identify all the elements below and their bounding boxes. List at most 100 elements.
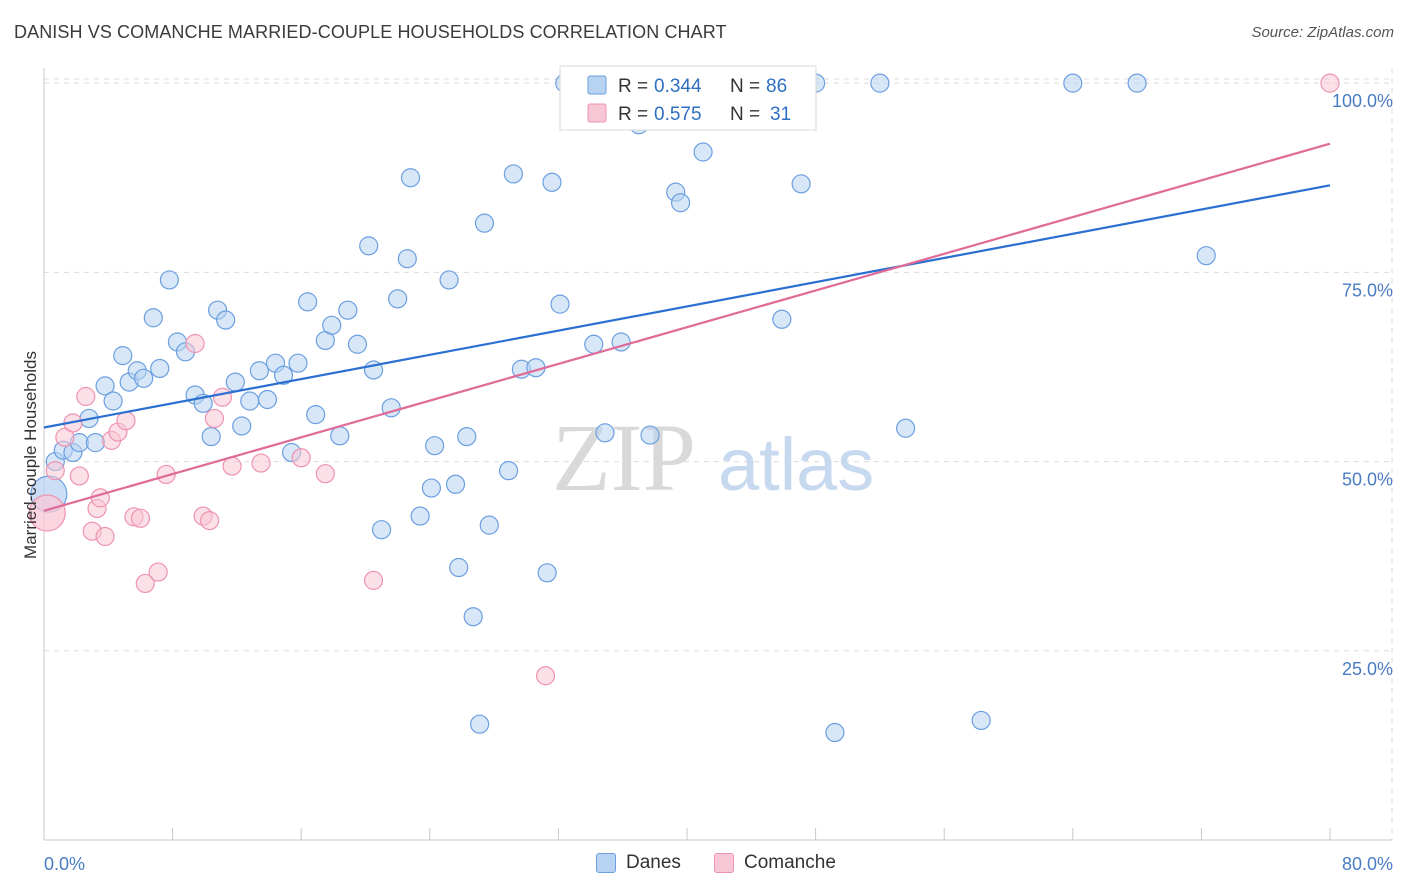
comanche-point[interactable] <box>199 511 220 531</box>
comanche-point[interactable] <box>535 666 556 686</box>
danes-point[interactable] <box>595 423 615 443</box>
danes-point[interactable] <box>1063 73 1083 93</box>
danes-point[interactable] <box>896 418 916 438</box>
danes-point[interactable] <box>273 365 294 385</box>
y-axis-label: Married-couple Households <box>21 351 40 559</box>
danes-point[interactable] <box>240 391 260 411</box>
danes-point[interactable] <box>542 172 562 192</box>
danes-point[interactable] <box>103 391 123 411</box>
comanche-point[interactable] <box>95 526 115 547</box>
y-tick-label: 25.0% <box>1342 659 1393 679</box>
comanche-point[interactable] <box>69 466 89 486</box>
comanche-point[interactable] <box>135 573 155 594</box>
comanche-swatch <box>714 853 734 873</box>
danes-point[interactable] <box>870 73 890 93</box>
danes-point[interactable] <box>550 294 570 314</box>
danes-point[interactable] <box>288 353 308 373</box>
danes-point[interactable] <box>670 193 691 213</box>
danes-point[interactable] <box>134 368 154 388</box>
danes-point[interactable] <box>772 309 792 329</box>
comanche-point[interactable] <box>130 508 151 528</box>
y-tick-label: 75.0% <box>1342 280 1393 300</box>
comanche-point[interactable] <box>363 570 384 590</box>
comanche-point[interactable] <box>212 387 233 407</box>
danes-point[interactable] <box>400 168 421 188</box>
legend-swatch-comanche <box>587 103 607 123</box>
y-tick-label: 50.0% <box>1342 470 1393 490</box>
danes-point[interactable] <box>150 358 170 379</box>
danes-point[interactable] <box>449 557 469 578</box>
danes-point[interactable] <box>503 164 523 184</box>
danes-point[interactable] <box>1127 73 1147 93</box>
x-tick-label: 80.0% <box>1342 854 1393 874</box>
danes-point[interactable] <box>791 174 811 194</box>
tick-labels: 25.0% 50.0% 75.0% 100.0% 0.0% 80.0% <box>44 91 1393 874</box>
comanche-point[interactable] <box>204 408 224 429</box>
legend-r-value-danes: 0.344 <box>654 76 702 97</box>
danes-point[interactable] <box>388 289 408 309</box>
danes-point[interactable] <box>397 249 417 269</box>
danes-point[interactable] <box>474 213 495 233</box>
watermark: ZIP atlas <box>552 404 874 511</box>
comanche-point[interactable] <box>1320 73 1340 93</box>
watermark-zip: ZIP <box>552 404 696 511</box>
comanche-point[interactable] <box>90 488 110 508</box>
danes-point[interactable] <box>463 607 483 627</box>
danes-point[interactable] <box>825 722 845 743</box>
danes-point[interactable] <box>971 710 991 731</box>
legend-n-label-comanche: N = <box>730 104 760 125</box>
danes-point[interactable] <box>498 461 519 481</box>
danes-point[interactable] <box>347 334 368 354</box>
danes-swatch <box>596 853 616 873</box>
danes-point[interactable] <box>470 714 490 734</box>
x-tick-label: 0.0% <box>44 854 85 874</box>
comanche-point[interactable] <box>291 448 311 468</box>
bottom-legend-comanche[interactable]: Comanche <box>714 852 836 874</box>
danes-point[interactable] <box>425 436 445 456</box>
danes-point[interactable] <box>216 310 236 330</box>
danes-point[interactable] <box>113 346 133 366</box>
comanche-point[interactable] <box>315 464 335 484</box>
comanche-point[interactable] <box>55 427 75 447</box>
danes-point[interactable] <box>584 334 604 354</box>
danes-point[interactable] <box>159 270 179 290</box>
danes-trend-line <box>43 184 1331 429</box>
danes-point[interactable] <box>457 426 477 447</box>
comanche-point[interactable] <box>76 386 96 407</box>
danes-point[interactable] <box>257 389 278 410</box>
danes-point[interactable] <box>85 433 106 453</box>
comanche-point[interactable] <box>251 453 271 473</box>
comanche-point[interactable] <box>185 333 205 354</box>
comanche-point[interactable] <box>116 411 136 431</box>
danes-point[interactable] <box>359 236 379 256</box>
danes-point[interactable] <box>330 426 350 446</box>
danes-point[interactable] <box>410 506 430 526</box>
watermark-atlas: atlas <box>718 423 874 506</box>
danes-point[interactable] <box>95 376 115 396</box>
danes-point[interactable] <box>143 308 163 328</box>
danes-point[interactable] <box>371 520 392 540</box>
danes-point[interactable] <box>421 478 442 498</box>
danes-point[interactable] <box>445 474 466 494</box>
bottom-legend-danes[interactable]: Danes <box>596 852 681 874</box>
danes-point[interactable] <box>338 300 358 320</box>
danes-point[interactable] <box>232 416 252 436</box>
comanche-point[interactable] <box>45 461 65 481</box>
source-label: Source: ZipAtlas.com <box>1251 24 1394 41</box>
comanche-point[interactable] <box>28 494 66 532</box>
danes-point[interactable] <box>298 292 318 312</box>
danes-point[interactable] <box>1196 246 1216 266</box>
trend-lines <box>43 142 1331 512</box>
danes-point[interactable] <box>322 315 342 335</box>
danes-point[interactable] <box>225 372 245 392</box>
danes-point[interactable] <box>201 426 221 447</box>
danes-point[interactable] <box>479 515 499 535</box>
danes-point[interactable] <box>537 563 557 583</box>
danes-point[interactable] <box>439 270 459 290</box>
danes-point[interactable] <box>306 405 326 425</box>
comanche-point[interactable] <box>148 562 168 582</box>
danes-point[interactable] <box>249 361 270 381</box>
danes-point[interactable] <box>640 425 660 445</box>
danes-point[interactable] <box>693 142 713 162</box>
